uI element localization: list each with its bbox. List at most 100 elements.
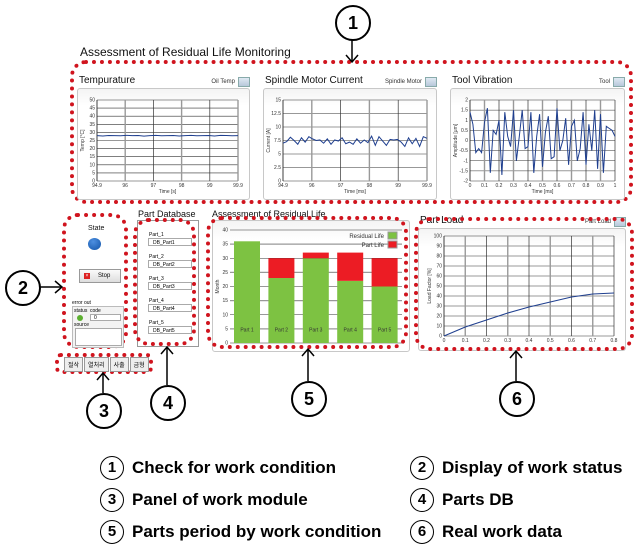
x-tick-label: 0.1 <box>462 338 469 344</box>
x-tick-label: 96 <box>309 183 315 189</box>
part-db-input[interactable]: DB_Part3 <box>148 282 192 290</box>
legend-text: Display of work status <box>442 458 623 477</box>
part-life-bar <box>302 252 329 259</box>
legend-text: Check for work condition <box>132 458 337 477</box>
category-label: Part 3 <box>309 328 323 334</box>
y-tick-label: 40 <box>436 294 442 300</box>
x-tick-label: 0.8 <box>583 183 590 189</box>
y-tick-label: 1 <box>465 118 468 124</box>
y-axis-label: Temp [°C] <box>80 129 86 152</box>
module-tab[interactable]: 사출 <box>109 357 129 372</box>
annotation-circle-2: 2 <box>5 270 41 306</box>
chart-frame <box>263 88 437 200</box>
legend-text: Parts DB <box>442 490 514 509</box>
module-tabs: 절삭 열처리 사출 금형 <box>64 357 149 372</box>
x-tick-label: 99.9 <box>422 183 432 189</box>
category-label: Part 4 <box>344 328 358 334</box>
bar-chart-title: Assessment of Residual Life <box>212 209 326 219</box>
x-tick-label: 99 <box>395 183 401 189</box>
annotation-box-6 <box>414 217 634 351</box>
residual-life-bar-chart: 0 5 10 15 20 25 30 35 40 Month Part 1 Part 2 Part 3 P… <box>215 228 402 347</box>
stop-icon: × <box>84 273 90 279</box>
x-tick-label: 0.2 <box>496 183 503 189</box>
module-tab[interactable]: 절삭 <box>64 357 84 372</box>
y-axis-label: Load Factor [%] <box>427 268 433 304</box>
line-chart: -2 -1.5 -1 -0.5 0 0.5 1 1.5 2 0 0.1 0.2 0.3 0.4 0.5 0.6… <box>453 98 617 196</box>
y-tick-label: 0 <box>465 138 468 144</box>
page-title: Assessment of Residual Life Monitoring <box>80 45 291 59</box>
plot-style-icon <box>238 77 250 87</box>
annotation-circle-5: 5 <box>291 381 327 417</box>
module-tab[interactable]: 금형 <box>129 357 149 372</box>
annotation-circle-1: 1 <box>335 5 371 41</box>
part-db-input[interactable]: DB_Part1 <box>148 238 192 246</box>
plot-style-icon <box>425 77 437 87</box>
chart-legend[interactable]: Spindle Motor <box>385 77 437 87</box>
part-db-input[interactable]: DB_Part5 <box>148 326 192 334</box>
status-check-icon <box>77 315 83 321</box>
line-chart: 0 5 10 15 20 25 30 35 40 45 50 94.9 96 97 98 99 99.9 Time… <box>80 98 243 196</box>
part-db-input[interactable]: DB_Part2 <box>148 260 192 268</box>
y-tick-label: -1.5 <box>459 168 468 174</box>
part-db-label: Part_4 <box>149 298 164 304</box>
y-tick-label: 35 <box>89 122 95 128</box>
x-tick-label: 0.7 <box>589 338 596 344</box>
x-tick-label: 0.5 <box>539 183 546 189</box>
legend-text: Parts period by work condition <box>132 522 382 541</box>
state-led <box>88 238 101 250</box>
y-tick-label: 90 <box>436 244 442 250</box>
module-tab[interactable]: 열처리 <box>84 357 109 372</box>
legend-item: 5 Parts period by work condition <box>100 520 381 544</box>
y-axis-label: Current [A] <box>266 128 272 153</box>
category-label: Part 1 <box>240 328 254 334</box>
chart-title: Tool Vibration <box>452 75 513 86</box>
x-tick-label: 97 <box>338 183 344 189</box>
legend-item: 1 Check for work condition <box>100 456 336 480</box>
y-tick-label: 25 <box>89 138 95 144</box>
legend-item: 2 Display of work status <box>410 456 622 480</box>
residual-life-bar <box>234 241 260 343</box>
y-tick-label: 7.5 <box>274 138 281 144</box>
y-tick-label: 0.5 <box>461 128 468 134</box>
x-tick-label: 0 <box>443 338 446 344</box>
y-tick-label: 50 <box>436 284 442 290</box>
part-db-title: Part Database <box>138 209 196 219</box>
x-tick-label: 1 <box>614 183 617 189</box>
part-db-label: Part_1 <box>149 232 164 238</box>
annotation-circle-4: 4 <box>150 385 186 421</box>
stop-button[interactable]: × Stop <box>79 269 121 283</box>
legend-text: Panel of work module <box>132 490 308 509</box>
line-chart: 0 2.5 5 7.5 10 12.5 15 94.9 96 97 98 99 99.9 Time [ms… <box>266 98 432 196</box>
source-label: source <box>74 322 90 328</box>
legend-label: Oil Temp <box>211 79 235 85</box>
y-tick-label: 5 <box>278 152 281 158</box>
x-tick-label: 0.2 <box>483 338 490 344</box>
source-field[interactable] <box>75 328 122 346</box>
x-tick-label: 0.4 <box>526 338 533 344</box>
x-tick-label: 98 <box>179 183 185 189</box>
legend-number: 2 <box>410 456 434 480</box>
x-tick-label: 99 <box>207 183 213 189</box>
y-axis-label: Amplitude [μm] <box>453 123 459 157</box>
x-tick-label: 0 <box>469 183 472 189</box>
x-tick-label: 0.5 <box>547 338 554 344</box>
y-tick-label: 60 <box>436 274 442 280</box>
legend-swatch <box>387 240 398 249</box>
y-tick-label: 10 <box>436 324 442 330</box>
part-db-input[interactable]: DB_Part4 <box>148 304 192 312</box>
y-tick-label: 10 <box>222 312 228 318</box>
chart-legend[interactable]: Oil Temp <box>211 77 250 87</box>
plot-style-icon <box>613 77 625 87</box>
y-tick-label: 35 <box>222 242 228 248</box>
legend-item: 3 Panel of work module <box>100 488 308 512</box>
y-tick-label: 20 <box>89 146 95 152</box>
part-load-chart-panel: Part Load Part Load 0 10 20 30 40 50 60 70 80 90 100… <box>418 215 626 351</box>
code-field[interactable]: 0 <box>90 314 121 321</box>
residual-life-bar <box>268 278 295 343</box>
y-tick-label: -0.5 <box>459 148 468 154</box>
x-axis-label: Time [s] <box>159 189 177 195</box>
chart-legend[interactable]: Tool <box>599 77 625 87</box>
y-tick-label: 45 <box>89 106 95 112</box>
y-tick-label: 0 <box>92 179 95 185</box>
